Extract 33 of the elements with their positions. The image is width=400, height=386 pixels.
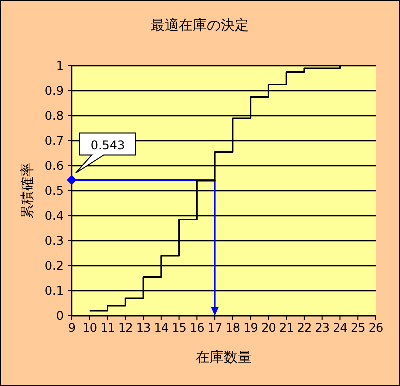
y-tick-label: 0.5 xyxy=(44,184,64,198)
x-tick-label: 14 xyxy=(154,321,169,335)
y-tick-label: 1 xyxy=(56,59,64,73)
x-tick-label: 18 xyxy=(226,321,240,335)
x-tick-label: 12 xyxy=(118,321,133,335)
x-tick-label: 15 xyxy=(172,321,186,335)
x-tick-label: 19 xyxy=(244,321,258,335)
y-tick-label: 0.3 xyxy=(44,234,64,248)
x-axis-title: 在庫数量 xyxy=(196,350,252,366)
y-tick-label: 0.2 xyxy=(44,259,64,273)
x-tick-label: 11 xyxy=(100,321,115,335)
y-tick-label: 0.9 xyxy=(44,84,64,98)
x-tick-label: 17 xyxy=(208,321,222,335)
y-tick-label: 0 xyxy=(56,309,64,323)
y-tick-label: 0.1 xyxy=(44,284,64,298)
x-tick-label: 20 xyxy=(262,321,276,335)
y-tick-label: 0.4 xyxy=(44,209,64,223)
x-tick-label: 13 xyxy=(136,321,151,335)
chart-title: 最適在庫の決定 xyxy=(151,18,249,34)
x-tick-label: 22 xyxy=(297,321,312,335)
x-tick-label: 24 xyxy=(333,321,348,335)
y-tick-label: 0.7 xyxy=(44,134,64,148)
annotation: 0.543 xyxy=(90,138,126,152)
x-tick-label: 23 xyxy=(315,321,330,335)
x-tick-label: 25 xyxy=(350,321,366,335)
x-tick-label: 21 xyxy=(279,321,294,335)
x-tick-label: 16 xyxy=(190,321,204,335)
y-tick-label: 0.6 xyxy=(44,159,64,173)
x-tick-label: 26 xyxy=(368,321,384,335)
x-tick-label: 10 xyxy=(82,321,98,335)
x-tick-label: 9 xyxy=(68,321,76,335)
y-axis-title: 累積確率 xyxy=(20,163,36,219)
y-tick-label: 0.8 xyxy=(44,109,64,123)
